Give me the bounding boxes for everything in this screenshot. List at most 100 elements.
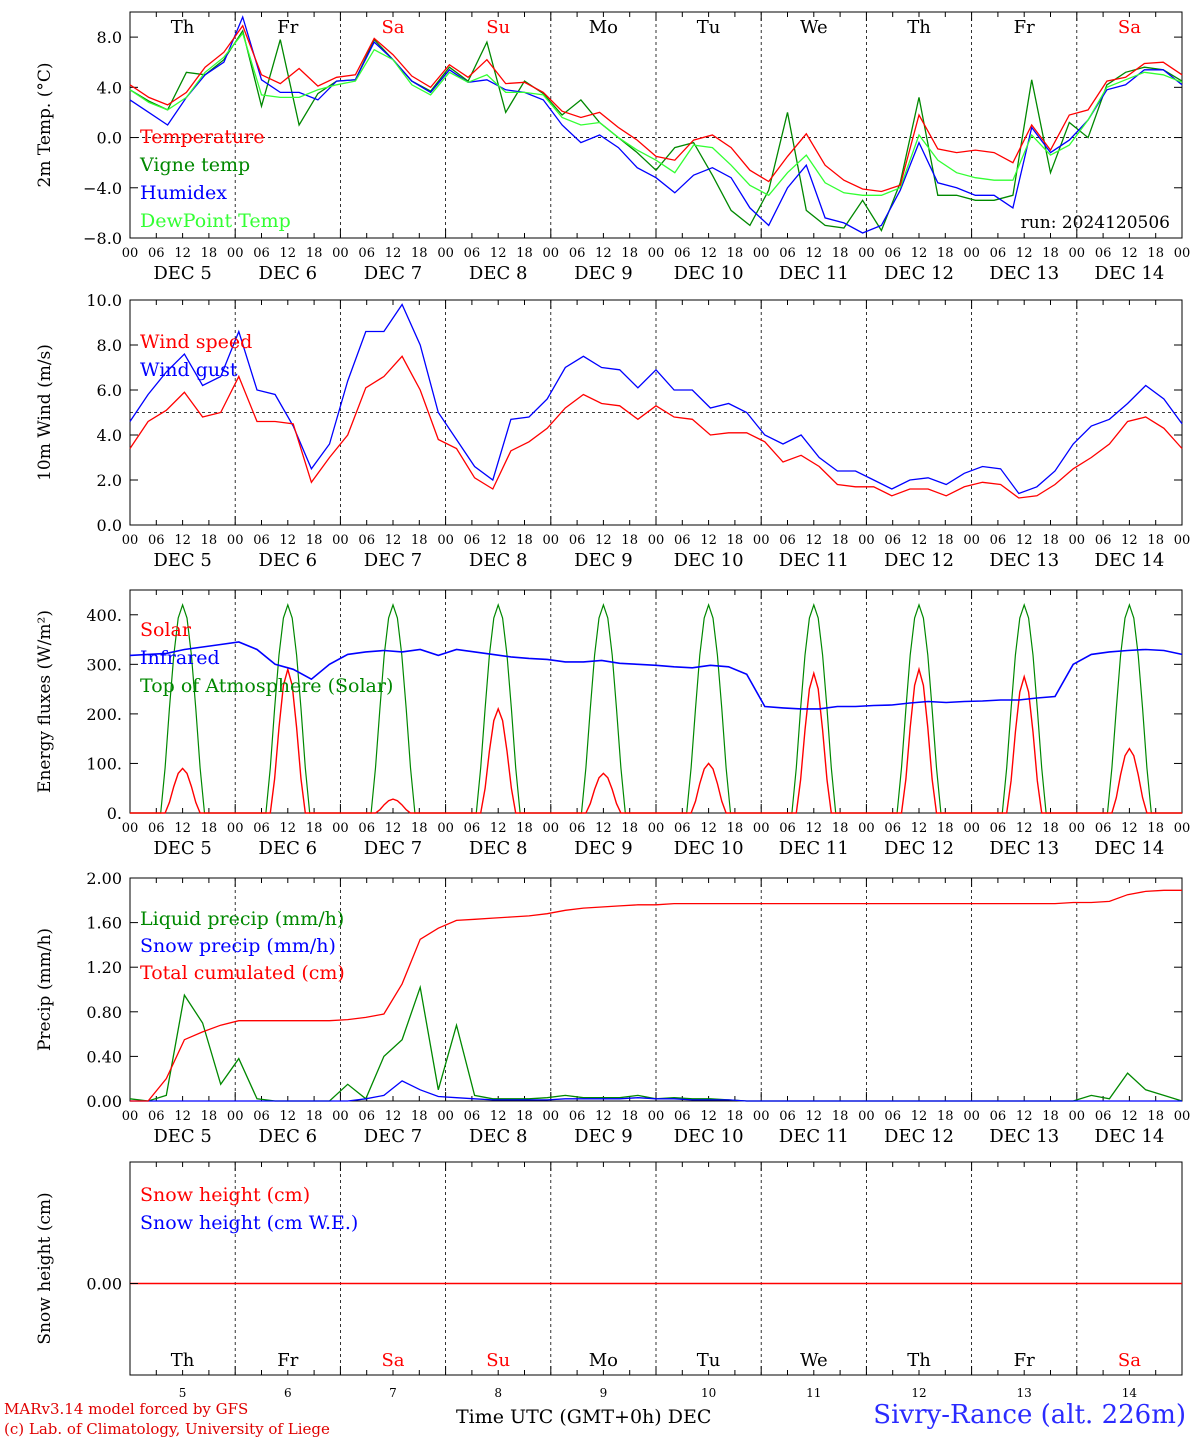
- hour-tick-label: 18: [306, 821, 323, 836]
- y-tick-label: 100.: [86, 754, 122, 773]
- time-axis-label: Time UTC (GMT+0h) DEC: [456, 1406, 712, 1428]
- hour-tick-label: 18: [306, 533, 323, 548]
- y-axis-label: 10m Wind (m/s): [35, 344, 55, 481]
- y-tick-label: 6.0: [97, 381, 122, 400]
- hour-tick-label: 12: [490, 246, 507, 261]
- day-number: 11: [806, 1386, 821, 1400]
- hour-tick-label: 06: [569, 1109, 586, 1124]
- series-toa-solar: [866, 603, 972, 814]
- date-label: DEC 11: [779, 1126, 849, 1147]
- date-label: DEC 12: [884, 550, 954, 571]
- legend-entry: Wind speed: [140, 331, 252, 353]
- hour-tick-label: 18: [621, 821, 638, 836]
- hour-tick-label: 12: [1121, 246, 1138, 261]
- hour-tick-label: 00: [1069, 1109, 1086, 1124]
- weekday-label: Th: [171, 17, 195, 38]
- weekday-label: We: [800, 17, 828, 38]
- hour-tick-label: 00: [963, 246, 980, 261]
- hour-tick-label: 00: [227, 1109, 244, 1124]
- hour-tick-label: 06: [358, 821, 375, 836]
- hour-tick-label: 00: [753, 821, 770, 836]
- hour-tick-label: 12: [1016, 533, 1033, 548]
- hour-tick-label: 00: [543, 1109, 560, 1124]
- hour-tick-label: 06: [253, 246, 270, 261]
- series-solar: [235, 666, 341, 814]
- hour-tick-label: 18: [411, 1109, 428, 1124]
- hour-tick-label: 00: [858, 533, 875, 548]
- y-tick-label: 4.0: [97, 426, 122, 445]
- day-number: 7: [389, 1386, 397, 1400]
- hour-tick-label: 00: [122, 821, 139, 836]
- hour-tick-label: 06: [674, 1109, 691, 1124]
- hour-tick-label: 18: [727, 821, 744, 836]
- legend-entry: Wind gust: [140, 359, 238, 381]
- date-label: DEC 11: [779, 838, 849, 859]
- weekday-label: Sa: [1118, 17, 1141, 38]
- hour-tick-label: 00: [227, 821, 244, 836]
- hour-tick-label: 12: [1016, 246, 1033, 261]
- hour-tick-label: 00: [332, 246, 349, 261]
- day-number: 13: [1017, 1386, 1032, 1400]
- hour-tick-label: 06: [884, 821, 901, 836]
- hour-tick-label: 12: [911, 1109, 928, 1124]
- hour-tick-label: 18: [516, 246, 533, 261]
- hour-tick-label: 06: [884, 533, 901, 548]
- date-label: DEC 10: [674, 550, 744, 571]
- hour-tick-label: 06: [253, 821, 270, 836]
- hour-tick-label: 12: [280, 533, 297, 548]
- series-solar: [866, 666, 972, 814]
- weekday-label: Th: [907, 17, 931, 38]
- hour-tick-label: 00: [753, 246, 770, 261]
- date-label: DEC 6: [259, 1126, 318, 1147]
- hour-tick-label: 18: [1042, 246, 1059, 261]
- hour-tick-label: 12: [595, 533, 612, 548]
- hour-tick-label: 00: [437, 533, 454, 548]
- hour-tick-label: 06: [884, 246, 901, 261]
- hour-tick-label: 18: [1147, 533, 1164, 548]
- hour-tick-label: 18: [201, 821, 218, 836]
- series-solar: [550, 772, 656, 814]
- weekday-label: Th: [171, 1350, 195, 1371]
- weekday-label: Tu: [697, 17, 721, 38]
- hour-tick-label: 00: [648, 246, 665, 261]
- hour-tick-label: 12: [490, 1109, 507, 1124]
- date-label: DEC 8: [469, 263, 528, 284]
- legend-entry: Snow height (cm W.E.): [140, 1212, 358, 1234]
- hour-tick-label: 18: [937, 533, 954, 548]
- series-solar: [971, 674, 1077, 814]
- y-tick-label: 0.: [107, 804, 122, 823]
- series-solar: [445, 706, 551, 814]
- y-tick-label: 1.20: [86, 958, 122, 977]
- hour-tick-label: 06: [884, 1109, 901, 1124]
- hour-tick-label: 12: [700, 1109, 717, 1124]
- hour-tick-label: 12: [385, 246, 402, 261]
- hour-tick-label: 18: [727, 533, 744, 548]
- hour-tick-label: 12: [700, 246, 717, 261]
- hour-tick-label: 12: [1016, 1109, 1033, 1124]
- hour-tick-label: 00: [332, 821, 349, 836]
- hour-tick-label: 18: [411, 246, 428, 261]
- y-tick-label: −4.0: [83, 179, 122, 198]
- hour-tick-label: 00: [858, 821, 875, 836]
- date-label: DEC 12: [884, 1126, 954, 1147]
- hour-tick-label: 06: [464, 1109, 481, 1124]
- hour-tick-label: 06: [464, 821, 481, 836]
- hour-tick-label: 18: [1147, 821, 1164, 836]
- day-number: 10: [701, 1386, 716, 1400]
- day-number: 5: [179, 1386, 187, 1400]
- day-number: 12: [911, 1386, 926, 1400]
- series-solar: [130, 767, 236, 814]
- y-tick-label: 4.0: [97, 78, 122, 97]
- hour-tick-label: 00: [122, 533, 139, 548]
- hour-tick-label: 18: [727, 1109, 744, 1124]
- hour-tick-label: 06: [674, 246, 691, 261]
- hour-tick-label: 18: [621, 533, 638, 548]
- series-temperature: [129, 24, 1183, 193]
- weekday-label: Sa: [381, 17, 404, 38]
- hour-tick-label: 18: [411, 821, 428, 836]
- legend-entry: DewPoint Temp: [140, 210, 291, 232]
- meteogram-chart: 8.0 4.0 0.0 −4.0 −8.0 2m Temp. (°C) 00 06 12 18 00…: [35, 11, 1190, 1400]
- series-toa-solar: [235, 603, 341, 814]
- hour-tick-label: 00: [332, 533, 349, 548]
- hour-tick-label: 06: [779, 821, 796, 836]
